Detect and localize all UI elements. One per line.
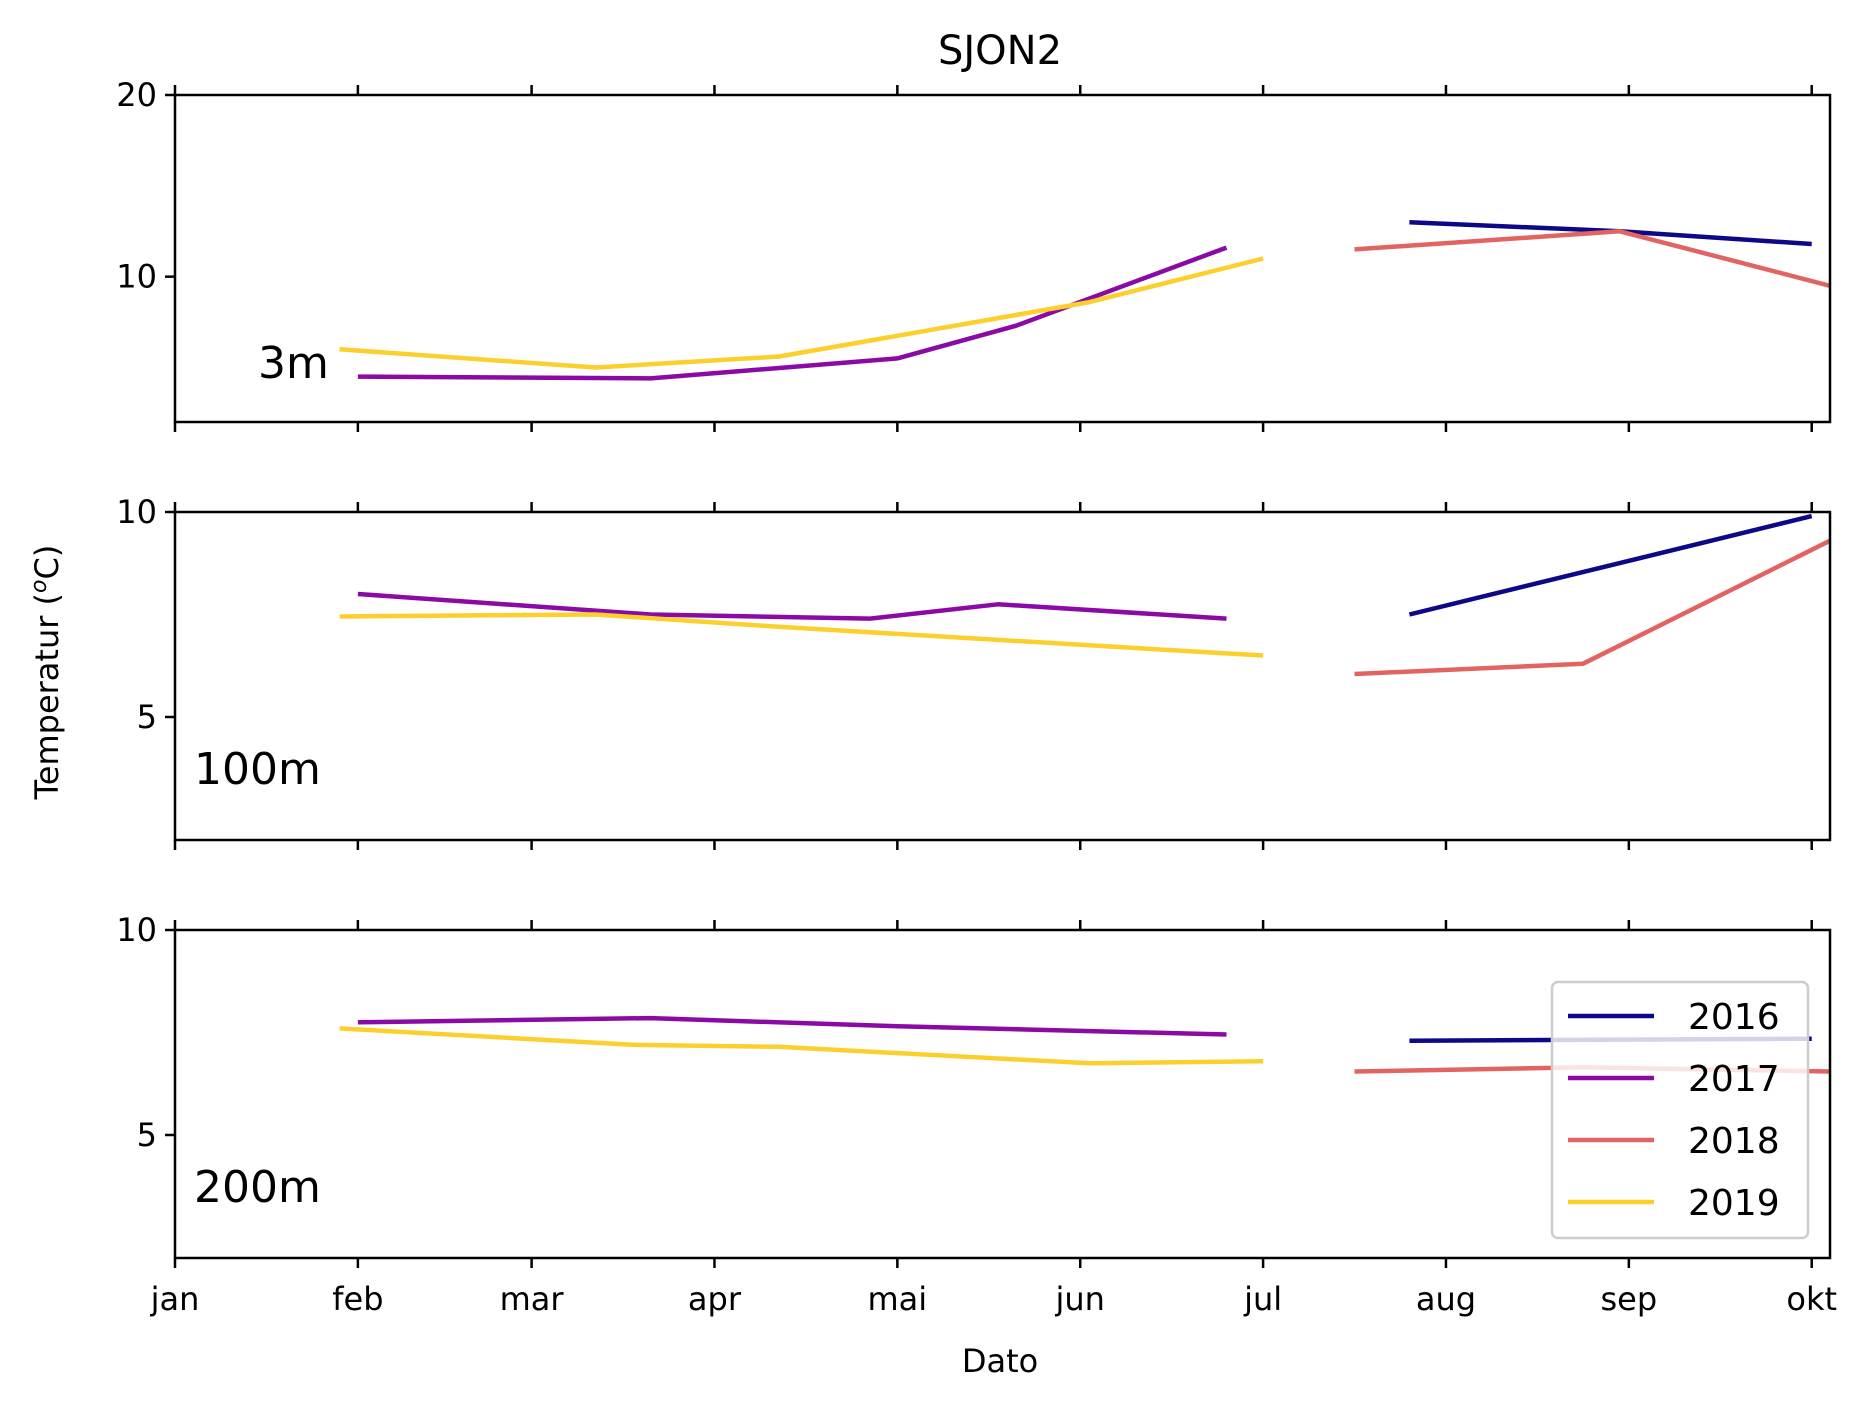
- y-tick-label: 10: [116, 493, 157, 531]
- x-tick-label-aug: aug: [1416, 1280, 1476, 1318]
- series-line-2017: [357, 1015, 1227, 1037]
- axes-frame: [173, 928, 1832, 1260]
- panel-3m: 10 20 3m: [116, 76, 1832, 432]
- legend-label-2017: 2017: [1688, 1059, 1780, 1100]
- series-line-2018: [1354, 229, 1830, 288]
- y-tick-label: 10: [116, 258, 157, 296]
- y-tick-label: 20: [116, 76, 157, 114]
- axes-frame: [173, 93, 1832, 424]
- legend-label-2018: 2018: [1688, 1121, 1780, 1162]
- x-axis-label: Dato: [962, 1342, 1038, 1380]
- legend: 2016 2017 2018 2019: [1550, 980, 1810, 1240]
- axes-frame: [173, 510, 1832, 842]
- series-line-2016: [1408, 513, 1813, 617]
- x-tick-label-okt: okt: [1786, 1280, 1837, 1318]
- series-line-2017: [357, 245, 1228, 381]
- legend-label-2016: 2016: [1688, 997, 1780, 1038]
- chart-title: SJON2: [938, 28, 1062, 74]
- legend-label-2019: 2019: [1688, 1183, 1780, 1224]
- x-tick-label-feb: feb: [332, 1280, 383, 1318]
- x-tick-label-mai: mai: [868, 1280, 928, 1318]
- series-line-2019: [339, 1026, 1264, 1066]
- y-axis-label: Temperatur (oC): [27, 545, 66, 801]
- x-tick-label-apr: apr: [688, 1280, 742, 1318]
- legend-box: [1550, 980, 1810, 1240]
- x-tick-label-jun: jun: [1054, 1280, 1104, 1318]
- series-line-2017: [357, 591, 1227, 621]
- depth-label-3m: 3m: [258, 338, 329, 389]
- panel-100m: 5 10 100m: [116, 493, 1832, 850]
- x-tick-label-mar: mar: [500, 1280, 565, 1318]
- x-tick-label-jan: jan: [150, 1280, 200, 1318]
- depth-label-100m: 100m: [194, 744, 321, 795]
- x-tick-label-jul: jul: [1243, 1280, 1282, 1318]
- x-tick-label-sep: sep: [1601, 1280, 1658, 1318]
- series-line-2019: [339, 612, 1264, 658]
- y-tick-label: 5: [137, 698, 157, 736]
- depth-label-200m: 200m: [194, 1162, 321, 1213]
- y-tick-label: 5: [137, 1116, 157, 1154]
- y-tick-label: 10: [116, 911, 157, 949]
- series-line-2018: [1354, 538, 1830, 677]
- series-line-2019: [339, 256, 1264, 370]
